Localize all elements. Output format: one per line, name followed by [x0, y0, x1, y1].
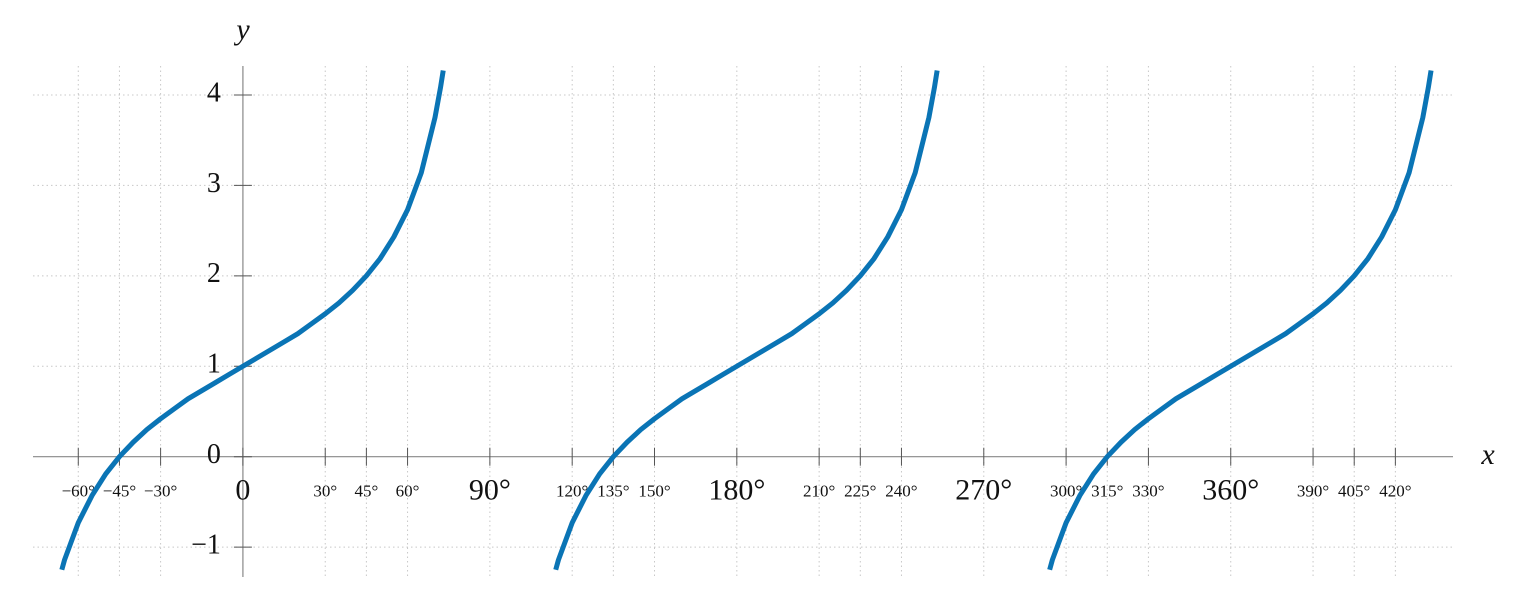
x-tick-label: 210°: [803, 482, 835, 501]
y-tick-label: 3: [207, 168, 221, 199]
x-tick-label: 0: [235, 474, 250, 507]
x-tick-label: 180°: [708, 474, 765, 507]
x-tick-label: 300°: [1050, 482, 1082, 501]
x-axis-label: x: [1480, 438, 1495, 471]
x-tick-label: 360°: [1202, 474, 1259, 507]
y-tick-label: −1: [191, 530, 221, 561]
y-tick-label: 2: [207, 258, 221, 289]
y-tick-label: 4: [207, 77, 221, 108]
x-tick-label: −60°: [62, 482, 95, 501]
y-tick-label: 0: [207, 439, 221, 470]
y-tick-label: 1: [207, 349, 221, 380]
x-tick-label: 240°: [885, 482, 917, 501]
x-tick-label: 150°: [638, 482, 670, 501]
x-tick-label: 90°: [469, 474, 511, 507]
x-tick-label: 405°: [1338, 482, 1370, 501]
x-tick-label: 270°: [955, 474, 1012, 507]
x-tick-label: 135°: [597, 482, 629, 501]
x-tick-label: 420°: [1379, 482, 1411, 501]
curve: [59, 70, 1434, 571]
x-tick-label: 330°: [1132, 482, 1164, 501]
x-tick-label: 225°: [844, 482, 876, 501]
x-tick-label: 30°: [313, 482, 337, 501]
x-tick-label: −30°: [144, 482, 177, 501]
y-axis-label: y: [233, 13, 250, 46]
x-tick-label: −45°: [103, 482, 136, 501]
x-tick-label: 315°: [1091, 482, 1123, 501]
x-tick-label: 390°: [1297, 482, 1329, 501]
x-tick-label: 60°: [396, 482, 420, 501]
x-tick-label: 45°: [354, 482, 378, 501]
x-tick-label: 120°: [556, 482, 588, 501]
